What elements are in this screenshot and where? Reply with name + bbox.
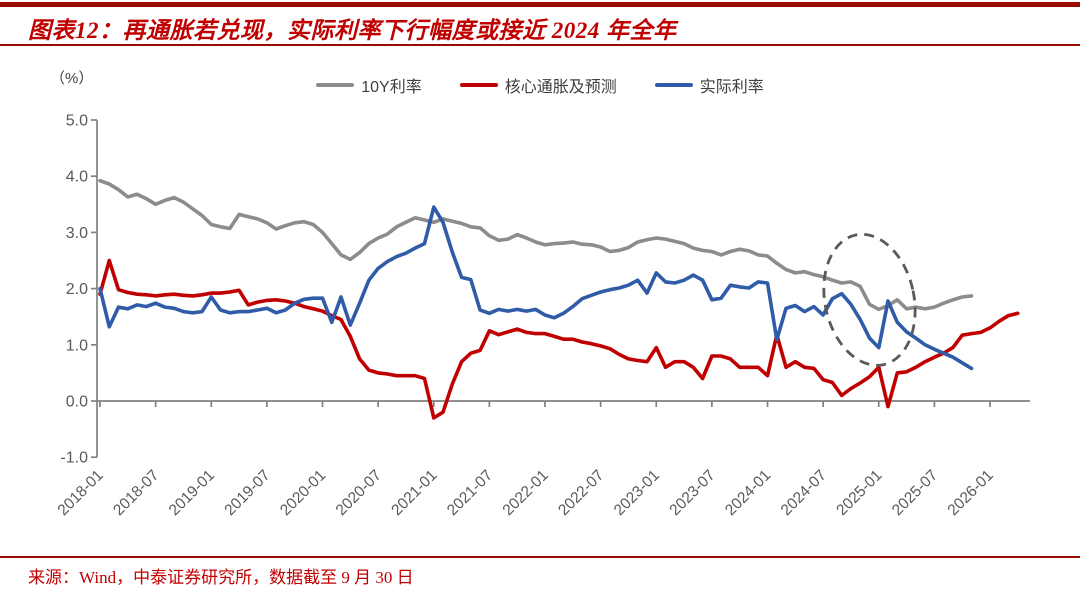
- svg-text:2019-07: 2019-07: [221, 467, 273, 519]
- footer-rule: [0, 556, 1080, 558]
- legend-line-swatch-blue: [654, 83, 693, 87]
- title-underline-rule: [0, 44, 1080, 46]
- legend-line-swatch-red: [459, 83, 498, 87]
- svg-text:2.0: 2.0: [66, 281, 88, 298]
- legend-item-10y: 10Y利率: [316, 73, 422, 97]
- svg-text:2020-01: 2020-01: [277, 467, 329, 519]
- legend-label-real-rate: 实际利率: [699, 79, 764, 96]
- svg-text:2020-07: 2020-07: [333, 467, 385, 519]
- svg-text:3.0: 3.0: [66, 225, 88, 242]
- svg-text:2025-01: 2025-01: [833, 467, 885, 519]
- svg-text:0.0: 0.0: [66, 394, 88, 411]
- chart-title: 图表12：再通胀若兑现，实际利率下行幅度或接近 2024 年全年: [28, 18, 677, 43]
- legend-line-swatch-gray: [316, 83, 355, 87]
- svg-text:1.0: 1.0: [66, 337, 88, 354]
- svg-text:2026-01: 2026-01: [945, 467, 997, 519]
- svg-text:2018-07: 2018-07: [110, 467, 162, 519]
- legend-label-core-inflation: 核心通胀及预测: [504, 79, 617, 96]
- svg-text:2024-07: 2024-07: [778, 467, 830, 519]
- svg-text:2025-07: 2025-07: [889, 467, 941, 519]
- svg-text:2021-01: 2021-01: [388, 467, 440, 519]
- svg-text:2024-01: 2024-01: [722, 467, 774, 519]
- svg-text:2018-01: 2018-01: [55, 467, 107, 519]
- svg-text:5.0: 5.0: [66, 113, 88, 130]
- svg-text:2021-07: 2021-07: [444, 467, 496, 519]
- source-note: 来源：Wind，中泰证券研究所，数据截至 9 月 30 日: [28, 568, 414, 587]
- svg-text:2022-01: 2022-01: [500, 467, 552, 519]
- svg-text:2023-07: 2023-07: [666, 467, 718, 519]
- y-axis-unit-label: （%）: [50, 70, 94, 87]
- top-border-rule: [0, 2, 1080, 7]
- legend-label-10y: 10Y利率: [361, 79, 422, 96]
- legend-item-real-rate: 实际利率: [654, 73, 764, 97]
- svg-text:2022-07: 2022-07: [555, 467, 607, 519]
- chart-legend: 10Y利率 核心通胀及预测 实际利率: [0, 73, 1080, 97]
- svg-text:2019-01: 2019-01: [166, 467, 218, 519]
- svg-text:2023-01: 2023-01: [611, 467, 663, 519]
- legend-item-core-inflation: 核心通胀及预测: [459, 73, 617, 97]
- svg-text:-1.0: -1.0: [60, 450, 88, 467]
- svg-text:4.0: 4.0: [66, 169, 88, 186]
